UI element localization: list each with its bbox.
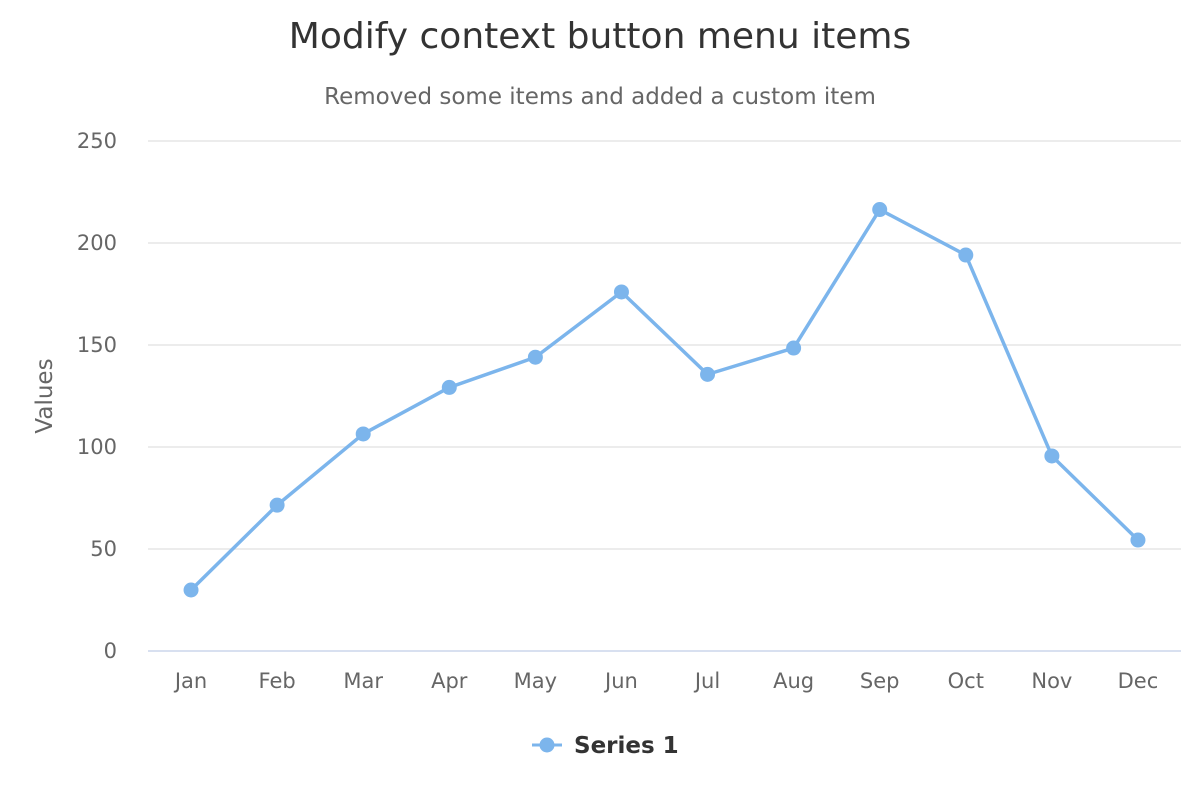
series-layer (183, 202, 1146, 598)
series-line (189, 207, 1140, 592)
x-tick-label: May (514, 669, 557, 693)
y-tick-label: 150 (77, 333, 117, 357)
data-point[interactable] (527, 349, 543, 365)
chart-title: Modify context button menu items (289, 16, 911, 57)
legend-item-series-1[interactable]: Series 1 (574, 733, 679, 759)
y-tick-label: 0 (104, 639, 117, 663)
x-tick-label: Feb (259, 669, 296, 693)
x-tick-label: Jul (693, 669, 720, 693)
legend-marker-dot (539, 737, 555, 753)
data-point[interactable] (958, 247, 974, 263)
data-point[interactable] (1044, 448, 1060, 464)
grid (148, 140, 1181, 550)
x-tick-label: Aug (773, 669, 814, 693)
x-tick-label: Dec (1118, 669, 1159, 693)
data-point[interactable] (786, 340, 802, 356)
data-point[interactable] (183, 582, 199, 598)
y-tick-label: 250 (77, 129, 117, 153)
x-tick-label: Oct (948, 669, 984, 693)
chart-subtitle: Removed some items and added a custom it… (324, 84, 876, 110)
data-point[interactable] (872, 202, 888, 218)
data-point[interactable] (269, 497, 285, 513)
x-tick-label: Apr (431, 669, 468, 693)
x-tick-label: Jan (173, 669, 207, 693)
data-point[interactable] (441, 379, 457, 395)
data-point[interactable] (355, 426, 371, 442)
data-point[interactable] (613, 284, 629, 300)
y-tick-label: 200 (77, 231, 117, 255)
y-axis-title: Values (32, 358, 58, 433)
x-tick-label: Sep (860, 669, 900, 693)
x-tick-label: Jun (603, 669, 638, 693)
data-point[interactable] (700, 366, 716, 382)
legend[interactable]: Series 1 (532, 733, 679, 759)
x-tick-label: Nov (1031, 669, 1072, 693)
y-tick-label: 100 (77, 435, 117, 459)
axes: 0 50 100 150 200 250 Jan Feb Mar Apr May Jun Jul Aug S… (77, 129, 1181, 693)
y-tick-label: 50 (90, 537, 117, 561)
x-tick-label: Mar (343, 669, 383, 693)
data-point[interactable] (1130, 532, 1146, 548)
